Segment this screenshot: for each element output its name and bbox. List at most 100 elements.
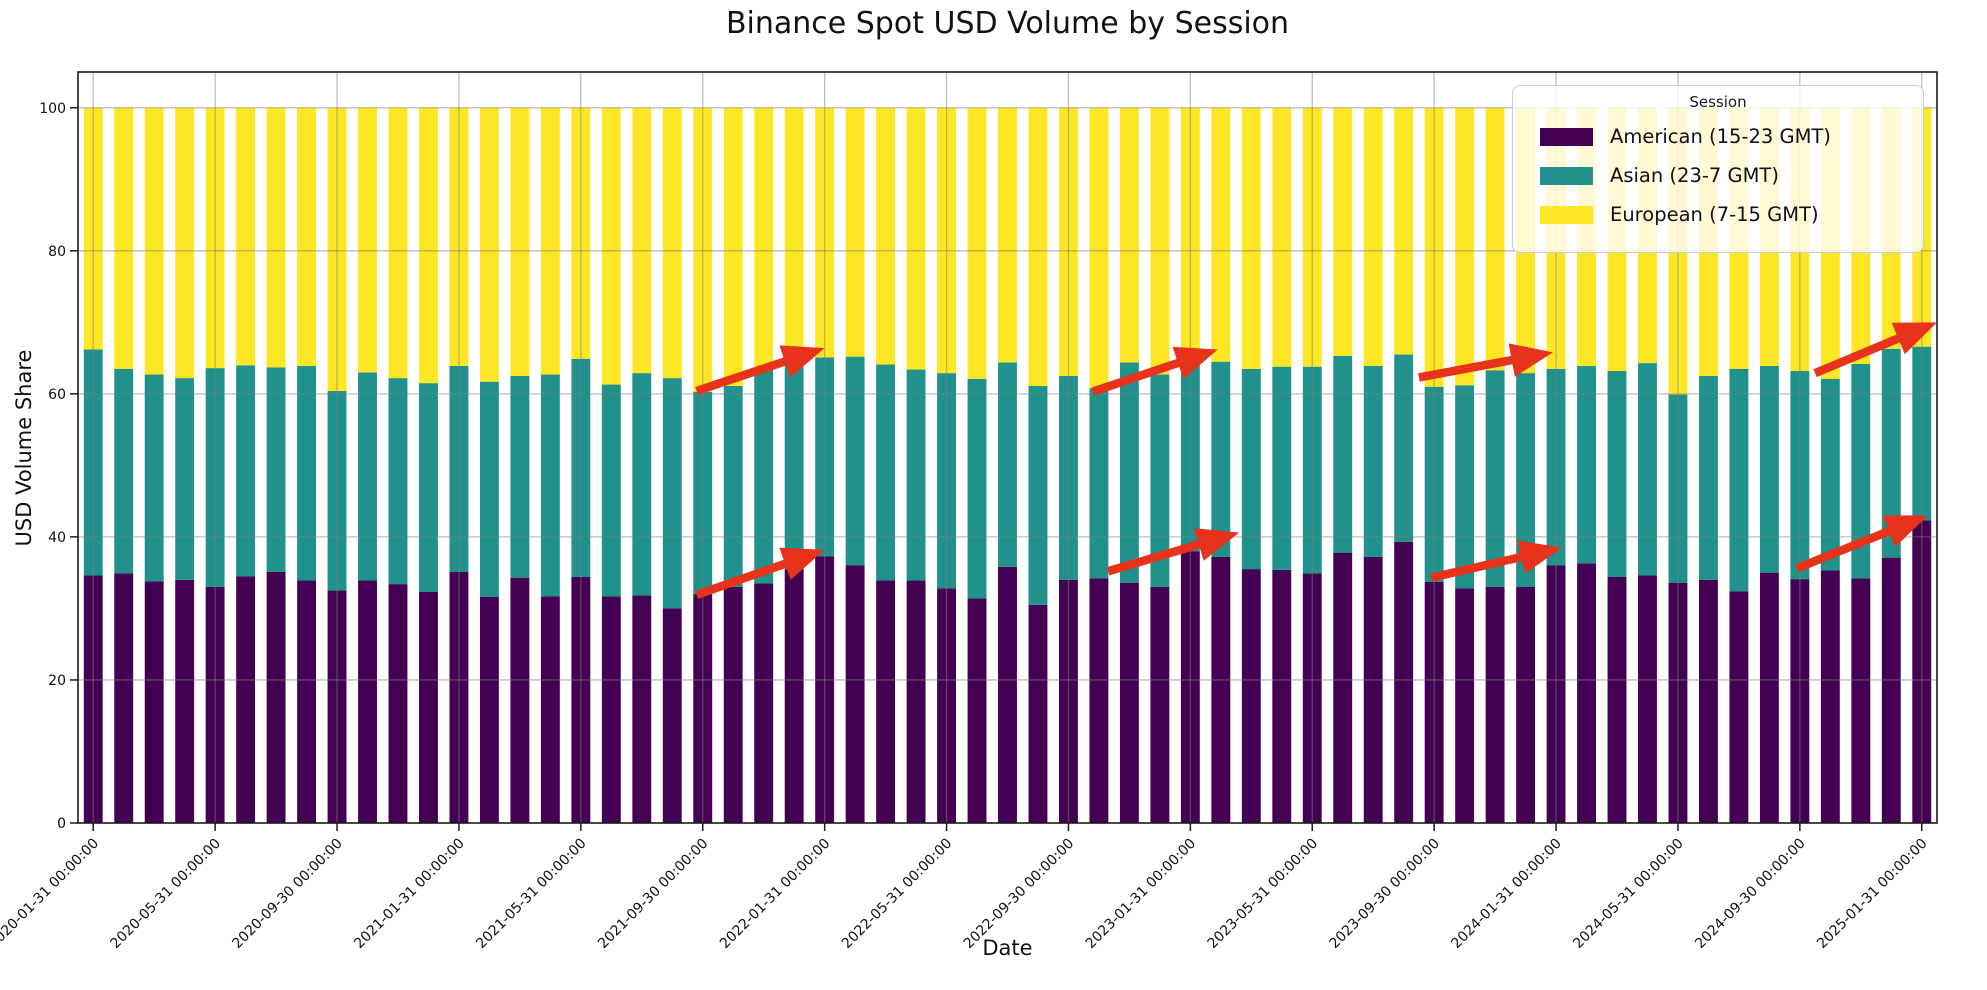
bar-segment-american <box>1394 541 1414 823</box>
bar-segment-asian <box>1820 378 1840 571</box>
bar-segment-asian <box>1150 374 1170 587</box>
bar-segment-european <box>1394 107 1414 355</box>
bar-segment-american <box>1638 575 1657 823</box>
bar-segment-american <box>662 608 682 823</box>
bar-segment-asian <box>175 378 195 580</box>
trend-arrow-shaft <box>1418 355 1516 382</box>
bar-segment-european <box>784 107 804 363</box>
bar-segment-american <box>510 577 530 823</box>
trend-arrow-head <box>1172 346 1218 380</box>
trend-arrow-head <box>779 345 825 378</box>
bar-segment-american <box>1485 586 1505 823</box>
bar-segment-american <box>1089 578 1109 823</box>
bar-segment-asian <box>1851 363 1871 579</box>
bar-segment-asian <box>1394 354 1414 542</box>
x-tick-label: 2024-05-31 00:00:00 <box>1570 836 1686 952</box>
bar-segment-american <box>845 565 865 823</box>
bar-segment-asian <box>1089 388 1109 579</box>
bar-segment-european <box>1119 107 1139 363</box>
bar-segment-american <box>1759 572 1779 823</box>
x-tick-label: 2023-09-30 00:00:00 <box>1327 836 1443 952</box>
trend-arrow-shaft <box>1813 333 1903 378</box>
x-tick-label: 2024-01-31 00:00:00 <box>1448 836 1564 952</box>
x-tick-label: 2022-05-31 00:00:00 <box>839 836 955 952</box>
trend-arrow-head <box>1882 515 1928 547</box>
bar-segment-european <box>1241 107 1261 369</box>
trend-arrow-shaft <box>1430 552 1526 582</box>
bar-segment-european <box>1150 107 1170 375</box>
bar-segment-asian <box>1881 348 1901 558</box>
bar-segment-asian <box>510 375 530 578</box>
x-tick-label: 2024-09-30 00:00:00 <box>1692 836 1808 952</box>
bar-segment-american <box>1455 588 1475 823</box>
axes-spines <box>77 71 1938 824</box>
bar-segment-american <box>784 569 804 823</box>
bar-segment-european <box>601 107 621 385</box>
bar-segment-asian <box>1729 368 1749 592</box>
bar-segment-european <box>1089 107 1109 389</box>
x-tick-label: 2021-09-30 00:00:00 <box>595 836 711 952</box>
bar-segment-european <box>1363 107 1383 366</box>
x-axis-label: Date <box>982 936 1033 960</box>
trend-arrow-head <box>779 547 825 580</box>
bar-segment-american <box>479 596 499 823</box>
y-tick-label: 60 <box>48 387 66 403</box>
bar-segment-asian <box>297 365 317 581</box>
bar-segment-american <box>144 581 164 823</box>
bar-segment-asian <box>1119 362 1139 583</box>
trend-arrow-shaft <box>1795 526 1894 573</box>
bar-segment-asian <box>662 378 682 609</box>
bar-segment-asian <box>1577 365 1596 564</box>
bar-segment-european <box>358 107 377 373</box>
bar-segment-american <box>540 596 560 823</box>
bar-segment-asian <box>479 381 499 597</box>
legend-swatch-american <box>1540 128 1593 146</box>
legend-item-asian: Asian (23-7 GMT) <box>1513 163 1923 189</box>
bar-segment-american <box>601 596 621 823</box>
y-tick-label: 40 <box>48 530 66 546</box>
bar-segment-european <box>1272 107 1292 367</box>
bar-segment-american <box>1820 570 1840 823</box>
bar-segment-american <box>1272 569 1292 823</box>
legend-item-european: European (7-15 GMT) <box>1513 202 1923 228</box>
bar-segment-asian <box>601 384 621 597</box>
bar-segment-american <box>1241 569 1261 823</box>
bar-segment-american <box>297 580 317 823</box>
bar-segment-asian <box>1638 363 1657 576</box>
legend-swatch-european <box>1540 206 1593 224</box>
bar-segment-asian <box>540 374 560 597</box>
bar-segment-american <box>388 584 408 823</box>
bar-segment-american <box>419 591 438 823</box>
bar-segment-american <box>723 586 743 823</box>
bar-segment-american <box>876 580 896 823</box>
bar-segment-european <box>479 107 499 382</box>
bar-segment-asian <box>1485 370 1505 587</box>
bar-segment-american <box>1211 556 1231 823</box>
bar-segment-european <box>662 107 682 379</box>
bar-segment-asian <box>388 378 408 585</box>
trend-arrow-head <box>1194 528 1240 561</box>
x-tick-label: 2020-05-31 00:00:00 <box>108 836 224 952</box>
bar-segment-european <box>1028 107 1048 386</box>
trend-arrow-shaft <box>1106 539 1203 576</box>
bar-segment-american <box>1150 586 1170 823</box>
bar-segment-european <box>266 107 286 368</box>
bar-segment-asian <box>144 374 164 582</box>
bar-segment-asian <box>998 362 1017 567</box>
bar-segment-asian <box>1698 375 1718 580</box>
legend-swatch-asian <box>1540 167 1593 185</box>
trend-arrow-head <box>1508 343 1554 377</box>
legend-title: Session <box>1689 93 1747 111</box>
bar-segment-european <box>510 107 530 376</box>
bar-segment-american <box>1363 556 1383 823</box>
y-axis-label: USD Volume Share <box>12 349 36 547</box>
y-tick-label: 20 <box>48 673 66 689</box>
bar-segment-asian <box>1759 365 1779 573</box>
bar-segment-european <box>1211 107 1231 362</box>
bar-segment-european <box>998 107 1017 363</box>
bar-segment-american <box>998 566 1017 823</box>
bar-segment-american <box>1577 563 1596 823</box>
bar-segment-asian <box>358 372 377 581</box>
x-tick-label: 2020-01-31 00:00:00 <box>0 836 102 952</box>
